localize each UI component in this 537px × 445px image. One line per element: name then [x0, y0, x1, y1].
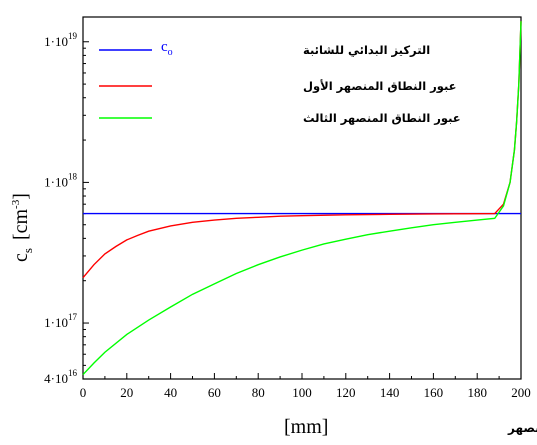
x-tick-label: 160 — [424, 385, 444, 400]
y-tick-label: 1·1019 — [44, 31, 77, 49]
series-layer — [82, 21, 522, 376]
series-line-3 — [82, 21, 522, 376]
x-tick-label: 60 — [208, 385, 221, 400]
x-tick-label: 40 — [164, 385, 177, 400]
x-axis-unit: [mm] — [284, 416, 328, 438]
x-tick-label: 140 — [380, 385, 400, 400]
x-axis: 0 20 40 60 80 100 120 140 160 180 200 — [80, 373, 531, 400]
x-tick-label: 0 — [80, 385, 87, 400]
x-tick-label: 100 — [292, 385, 312, 400]
x-tick-label: 200 — [511, 385, 531, 400]
legend-label-2: عبور النطاق المنصهر الأول — [303, 79, 457, 94]
y-axis-label: cs[cm-3] — [10, 193, 35, 262]
y-tick-label: 1·1018 — [44, 171, 77, 189]
x-tick-label: 80 — [252, 385, 265, 400]
x-tick-label: 120 — [336, 385, 356, 400]
x-tick-label: 180 — [467, 385, 487, 400]
x-axis-label: مسافة انزياح النطاق المنصهر — [507, 421, 537, 435]
x-tick-label: 20 — [120, 385, 133, 400]
legend-label-3: عبور النطاق المنصهر الثالث — [303, 111, 461, 126]
y-axis: 1·1019 1·1018 1·1017 4·1016 — [44, 31, 89, 386]
y-tick-label: 4·1016 — [44, 368, 77, 386]
legend: co التركيز البدائي للشائبة عبور النطاق الم… — [99, 39, 461, 126]
legend-symbol: co — [161, 39, 173, 58]
legend-label-1: التركيز البدائي للشائبة — [303, 43, 430, 57]
y-tick-label: 1·1017 — [44, 312, 77, 330]
